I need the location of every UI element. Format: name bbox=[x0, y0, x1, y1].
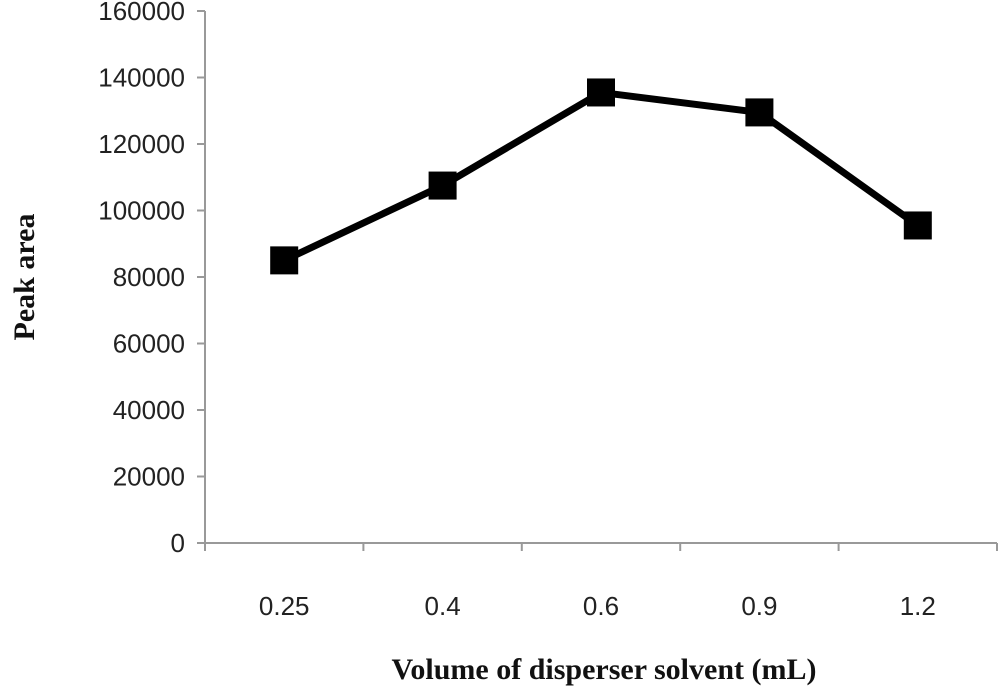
data-point-marker bbox=[428, 171, 457, 200]
y-tick-label: 120000 bbox=[98, 129, 185, 159]
y-axis-ticks: 0 20000 40000 60000 80000 100000 120000 140000 1… bbox=[98, 0, 205, 558]
x-tick-label: 0.6 bbox=[583, 591, 619, 621]
y-tick-label: 20000 bbox=[113, 462, 185, 492]
y-axis-title: Peak area bbox=[8, 214, 41, 341]
y-tick-label: 60000 bbox=[113, 329, 185, 359]
y-tick-label: 160000 bbox=[98, 0, 185, 26]
y-tick-label: 100000 bbox=[98, 196, 185, 226]
data-point-marker bbox=[270, 246, 299, 275]
x-axis-ticks: 0.25 0.4 0.6 0.9 1.2 bbox=[204, 543, 998, 621]
y-tick-label: 80000 bbox=[113, 262, 185, 292]
data-point-marker bbox=[903, 211, 932, 240]
y-tick-label: 40000 bbox=[113, 395, 185, 425]
series-line bbox=[282, 88, 920, 264]
x-tick-label: 1.2 bbox=[900, 591, 936, 621]
y-tick-label: 0 bbox=[171, 528, 185, 558]
x-tick-label: 0.4 bbox=[425, 591, 461, 621]
data-point-marker bbox=[587, 78, 615, 107]
x-tick-label: 0.25 bbox=[259, 591, 310, 621]
x-tick-label: 0.9 bbox=[741, 591, 777, 621]
data-point-marker bbox=[745, 98, 774, 127]
y-tick-label: 140000 bbox=[98, 63, 185, 93]
x-axis-title: Volume of disperser solvent (mL) bbox=[392, 653, 817, 686]
series-group bbox=[270, 78, 932, 275]
